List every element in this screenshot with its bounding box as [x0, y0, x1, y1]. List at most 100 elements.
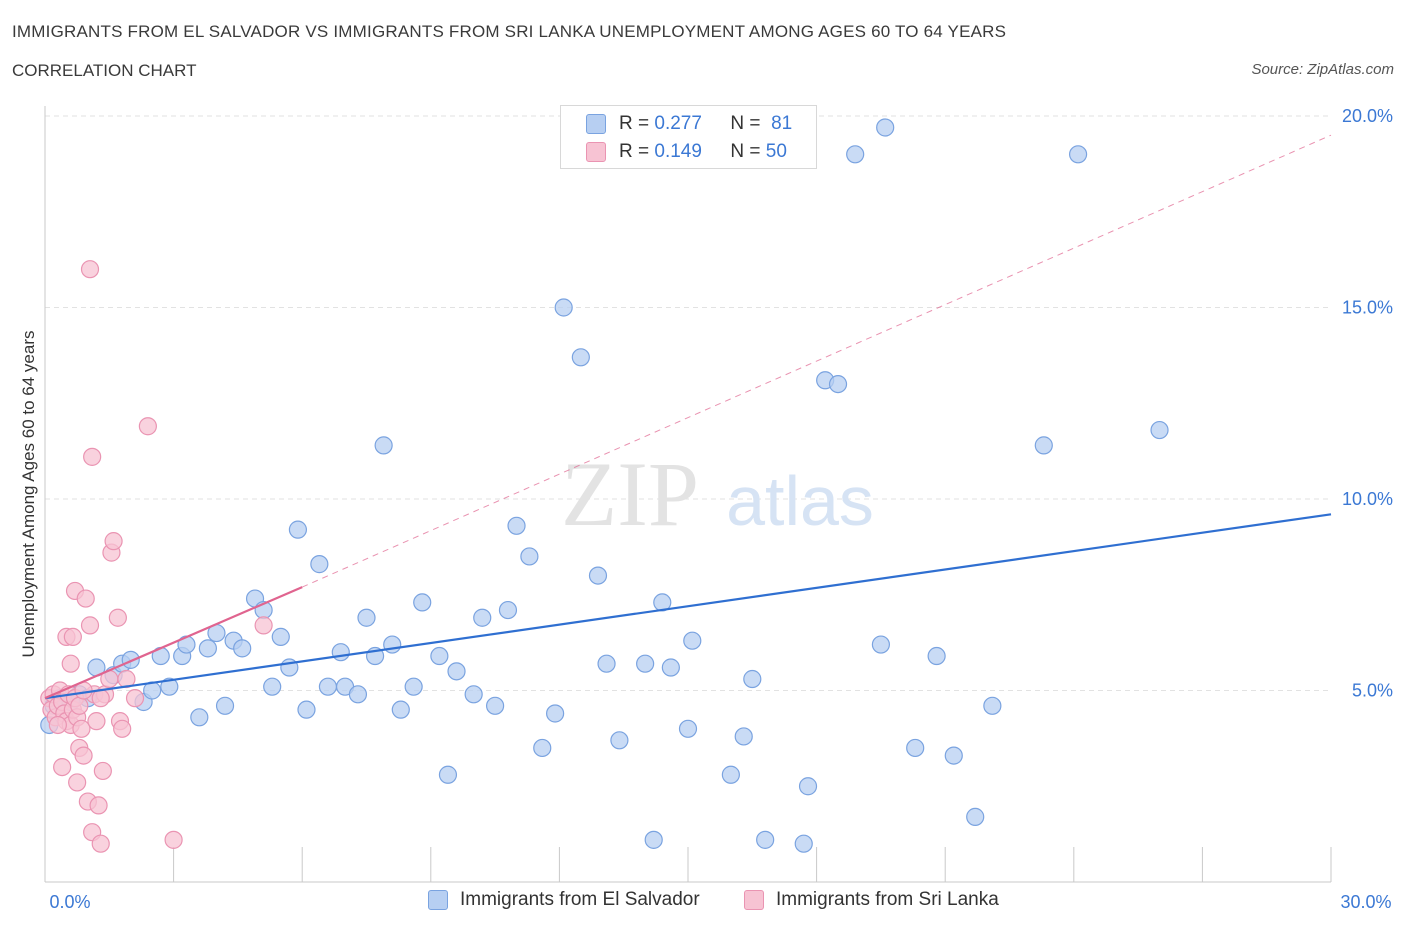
sri-lanka-point — [70, 696, 89, 715]
sri-lanka-point — [83, 447, 102, 466]
el-salvador-point — [554, 298, 573, 317]
el-salvador-point — [1150, 420, 1169, 440]
trend-line-sri-lanka — [44, 586, 303, 700]
el-salvador-point — [966, 807, 985, 826]
el-salvador-point — [357, 608, 376, 627]
sri-lanka-point — [76, 589, 95, 608]
sri-lanka-point — [72, 719, 91, 738]
el-salvador-point — [644, 830, 663, 849]
sri-lanka-point — [138, 417, 157, 436]
sri-lanka-point — [74, 746, 93, 765]
sri-lanka-point — [108, 608, 127, 627]
el-salvador-point — [288, 520, 308, 539]
el-salvador-point — [486, 696, 505, 715]
el-salvador-point — [233, 639, 252, 658]
legend-item-sri-lanka[interactable]: Immigrants from Sri Lanka — [744, 889, 999, 911]
sri-lanka-point — [254, 616, 273, 635]
el-salvador-point — [507, 516, 526, 535]
sri-lanka-point — [80, 260, 100, 279]
sri-lanka-point — [80, 616, 100, 635]
sri-lanka-point — [91, 834, 110, 853]
el-salvador-point — [636, 654, 655, 673]
legend-row-el-salvador: R = 0.277 N = 81 — [586, 111, 792, 137]
el-salvador-point — [610, 731, 629, 750]
el-salvador-point — [190, 708, 209, 727]
sri-lanka-point — [48, 715, 67, 735]
el-salvador-point — [597, 654, 616, 673]
legend-swatch-pink — [586, 142, 606, 162]
el-salvador-point — [160, 677, 179, 696]
el-salvador-point — [520, 547, 539, 566]
el-salvador-point — [798, 777, 818, 796]
el-salvador-point — [1068, 145, 1088, 164]
el-salvador-point — [318, 677, 338, 696]
stats-legend: R = 0.277 N = 81 R = 0.149 N = 50 — [560, 105, 817, 169]
el-salvador-point — [743, 669, 762, 689]
el-salvador-point — [533, 738, 552, 758]
legend-item-el-salvador[interactable]: Immigrants from El Salvador — [428, 889, 700, 911]
x-ticks — [173, 847, 1332, 882]
chart-title: IMMIGRANTS FROM EL SALVADOR VS IMMIGRANT… — [12, 22, 1007, 41]
sri-lanka-point — [89, 796, 108, 815]
el-salvador-point — [734, 727, 753, 746]
legend-n-label: N = — [730, 141, 761, 162]
legend-swatch-pink — [744, 890, 764, 910]
el-salvador-point — [828, 375, 848, 394]
sri-lanka-point — [113, 719, 132, 738]
el-salvador-point — [683, 631, 702, 650]
el-salvador-point — [588, 566, 608, 585]
sri-lanka-point — [87, 712, 106, 731]
legend-item-label: Immigrants from Sri Lanka — [776, 889, 999, 910]
el-salvador-point — [983, 696, 1002, 715]
el-salvador-point — [121, 650, 140, 669]
y-tick-label: 20.0% — [1342, 106, 1393, 126]
watermark: ZIP atlas — [561, 443, 874, 545]
el-salvador-point — [546, 704, 565, 723]
x-tick-label-max: 30.0% — [1340, 892, 1391, 912]
el-salvador-point — [756, 830, 775, 849]
el-salvador-point — [430, 646, 449, 666]
trend-lines — [44, 134, 1332, 700]
el-salvador-point — [271, 627, 290, 646]
trend-line-el-salvador — [44, 513, 1332, 700]
sri-lanka-point — [63, 627, 82, 646]
y-tick-label: 10.0% — [1342, 489, 1393, 509]
x-tick-label-min: 0.0% — [49, 892, 90, 912]
el-salvador-point — [198, 639, 217, 658]
sri-lanka-point — [61, 654, 80, 673]
el-salvador-point — [794, 834, 813, 853]
el-salvador-point — [871, 635, 891, 654]
legend-r-value: 0.149 — [654, 141, 702, 162]
el-salvador-point — [498, 600, 518, 620]
sri-lanka-point — [104, 532, 123, 551]
el-salvador-point — [721, 765, 740, 784]
legend-n-value: 81 — [771, 113, 793, 134]
sri-lanka-point — [93, 761, 112, 781]
el-salvador-point — [447, 662, 466, 681]
el-salvador-point — [310, 555, 329, 574]
el-salvador-point — [473, 608, 492, 627]
trend-extension-sri-lanka — [301, 134, 1332, 588]
y-axis-label: Unemployment Among Ages 60 to 64 years — [19, 331, 38, 658]
el-salvador-point — [927, 646, 946, 666]
chart-subtitle: CORRELATION CHART — [12, 61, 197, 80]
y-tick-label: 5.0% — [1352, 681, 1393, 701]
y-tick-label: 15.0% — [1342, 298, 1393, 318]
legend-swatch-blue — [428, 890, 448, 910]
el-salvador-point — [464, 685, 483, 704]
el-salvador-point — [438, 765, 458, 784]
legend-n-label: N = — [730, 113, 761, 134]
el-salvador-point — [331, 643, 350, 662]
el-salvador-point — [661, 658, 680, 677]
el-salvador-point — [297, 700, 316, 719]
source-credit: Source: ZipAtlas.com — [1251, 61, 1394, 78]
el-salvador-point — [215, 696, 235, 715]
el-salvador-point — [374, 436, 393, 455]
legend-r-label: R = — [619, 141, 650, 162]
el-salvador-point — [391, 700, 410, 719]
el-salvador-point — [413, 593, 432, 612]
legend-swatch-blue — [586, 114, 606, 134]
el-salvador-point — [846, 145, 865, 164]
legend-item-label: Immigrants from El Salvador — [460, 889, 700, 910]
